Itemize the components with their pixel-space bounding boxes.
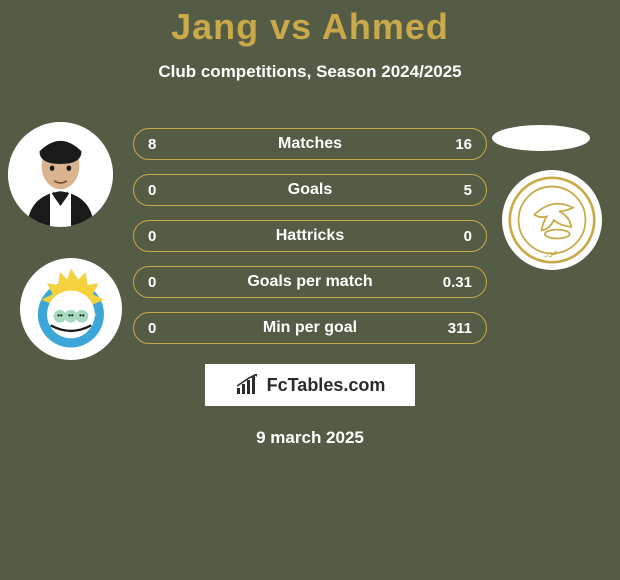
- brand-label: FcTables.com: [267, 375, 386, 396]
- stat-row-goals-per-match: 0 Goals per match 0.31: [133, 266, 487, 298]
- stat-row-matches: 8 Matches 16: [133, 128, 487, 160]
- stat-right-value: 16: [432, 136, 472, 153]
- stat-rows: 8 Matches 16 0 Goals 5 0 Hattricks 0 0 G…: [133, 128, 487, 344]
- svg-text:خور: خور: [544, 247, 559, 258]
- stat-label: Goals per match: [188, 273, 432, 291]
- stat-right-value: 0: [432, 228, 472, 245]
- page-subtitle: Club competitions, Season 2024/2025: [0, 62, 620, 82]
- club-logo-left: [20, 258, 122, 360]
- brand-box[interactable]: FcTables.com: [205, 364, 415, 406]
- player-avatar-left: [8, 122, 113, 227]
- stat-left-value: 0: [148, 182, 188, 199]
- stat-right-value: 0.31: [432, 274, 472, 291]
- stat-label: Hattricks: [188, 227, 432, 245]
- stat-left-value: 0: [148, 274, 188, 291]
- stat-label: Min per goal: [188, 319, 432, 337]
- player-avatar-right: [492, 125, 590, 151]
- stat-right-value: 311: [432, 320, 472, 337]
- chart-icon: [235, 374, 261, 396]
- stat-label: Matches: [188, 135, 432, 153]
- stat-row-hattricks: 0 Hattricks 0: [133, 220, 487, 252]
- page-title: Jang vs Ahmed: [0, 6, 620, 48]
- stat-left-value: 8: [148, 136, 188, 153]
- stat-left-value: 0: [148, 320, 188, 337]
- date-label: 9 march 2025: [0, 428, 620, 448]
- stat-row-min-per-goal: 0 Min per goal 311: [133, 312, 487, 344]
- stat-row-goals: 0 Goals 5: [133, 174, 487, 206]
- stat-left-value: 0: [148, 228, 188, 245]
- club-logo-right: خور: [502, 170, 602, 270]
- stat-label: Goals: [188, 181, 432, 199]
- stat-right-value: 5: [432, 182, 472, 199]
